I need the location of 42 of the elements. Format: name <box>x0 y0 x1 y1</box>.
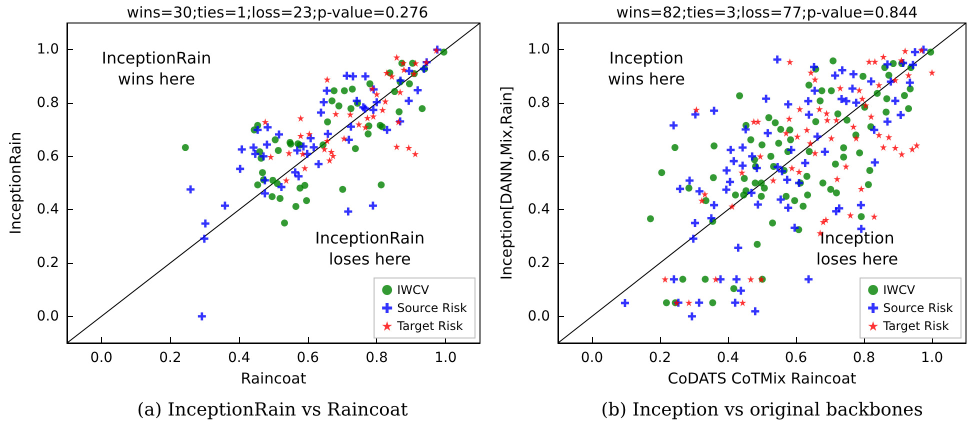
x-tick-label: 0.6 <box>784 350 808 366</box>
text: (a) InceptionRain vs Raincoat <box>137 400 409 420</box>
text: (b) Inception vs original backbones <box>601 400 923 420</box>
legend-label: Source Risk <box>883 301 954 315</box>
y-tick-label: 1.0 <box>528 42 550 58</box>
x-tick-label: 0.4 <box>716 350 740 366</box>
annotation: Inception wins here <box>608 48 685 88</box>
y-tick-label: 0.8 <box>36 95 59 111</box>
x-tick-label: 0.2 <box>648 350 672 366</box>
x-tick-label: 1.0 <box>920 350 944 366</box>
y-tick-label: 0.4 <box>36 202 60 218</box>
x-tick-label: 1.0 <box>434 350 457 366</box>
annotation: InceptionRain wins here <box>102 48 212 88</box>
y-axis-title: InceptionRain <box>6 132 24 234</box>
y-axis-title: Inception[DANN,Mix,Rain] <box>498 86 516 280</box>
x-tick-label: 0.8 <box>852 350 876 366</box>
annotation: InceptionRain loses here <box>315 228 425 268</box>
y-tick-label: 0.0 <box>36 308 59 324</box>
x-tick-label: 0.0 <box>580 350 604 366</box>
y-tick-label: 0.2 <box>528 255 550 271</box>
x-tick-label: 0.8 <box>366 350 388 366</box>
y-tick-label: 0.8 <box>528 95 550 111</box>
chart-title: wins=82;ties=3;loss=77;p-value=0.844 <box>616 4 918 22</box>
y-tick-label: 0.4 <box>528 202 550 218</box>
x-tick-label: 0.0 <box>90 350 113 366</box>
x-axis-title: CoDATS CoTMix Raincoat <box>668 370 856 388</box>
legend-label: IWCV <box>883 283 916 297</box>
y-tick-label: 0.0 <box>528 308 550 324</box>
x-axis-title: Raincoat <box>240 370 306 388</box>
chart-title: wins=30;ties=1;loss=23;p-value=0.276 <box>126 4 428 22</box>
legend-label: Source Risk <box>397 301 468 315</box>
y-tick-label: 0.6 <box>528 148 550 164</box>
x-tick-label: 0.6 <box>296 350 320 366</box>
y-tick-label: 0.6 <box>36 148 60 164</box>
legend-label: IWCV <box>397 283 430 297</box>
annotation: Inception loses here <box>816 228 898 268</box>
x-tick-label: 0.2 <box>159 350 182 366</box>
legend-label: Target Risk <box>882 319 949 333</box>
y-tick-label: 0.2 <box>36 255 59 271</box>
x-tick-label: 0.4 <box>228 350 250 366</box>
legend-label: Target Risk <box>396 319 463 333</box>
y-tick-label: 1.0 <box>36 42 59 58</box>
